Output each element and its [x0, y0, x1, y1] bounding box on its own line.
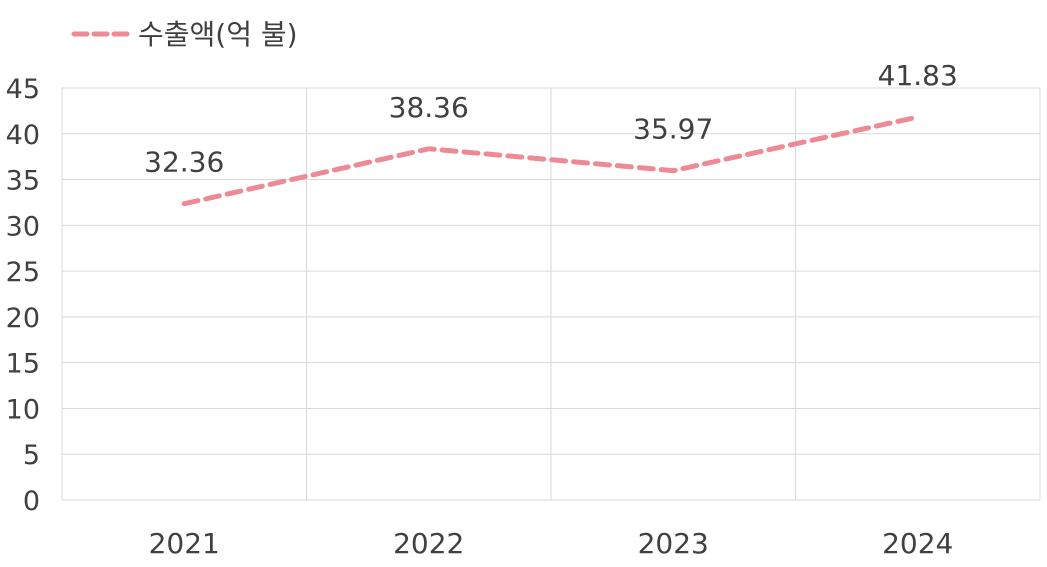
x-axis-ticks: 2021 2022 2023 2024 — [149, 527, 954, 560]
y-tick-label: 15 — [6, 349, 40, 380]
series-line — [181, 114, 921, 207]
y-tick-label: 10 — [6, 394, 40, 425]
y-tick-label: 25 — [6, 257, 40, 288]
y-tick-label: 5 — [23, 440, 40, 471]
x-tick-label: 2022 — [393, 527, 464, 560]
legend: 수출액(억 불) — [71, 18, 298, 51]
series-lines — [181, 114, 921, 207]
data-labels: 32.36 38.36 35.97 41.83 — [144, 59, 958, 179]
y-tick-label: 35 — [6, 166, 40, 197]
y-tick-label: 45 — [6, 74, 40, 105]
data-label: 32.36 — [144, 146, 224, 179]
data-label: 38.36 — [389, 91, 469, 124]
legend-label: 수출액(억 불) — [138, 18, 298, 51]
gridlines — [61, 87, 1041, 501]
x-tick-label: 2021 — [149, 527, 220, 560]
y-tick-label: 0 — [23, 486, 40, 517]
x-tick-label: 2024 — [882, 527, 953, 560]
x-tick-label: 2023 — [638, 527, 709, 560]
data-label: 35.97 — [633, 113, 713, 146]
y-axis-ticks: 0 5 10 15 20 25 30 35 40 45 — [6, 74, 40, 517]
y-tick-label: 30 — [6, 211, 40, 242]
y-tick-label: 40 — [6, 120, 40, 151]
data-label: 41.83 — [878, 59, 958, 92]
y-tick-label: 20 — [6, 303, 40, 334]
